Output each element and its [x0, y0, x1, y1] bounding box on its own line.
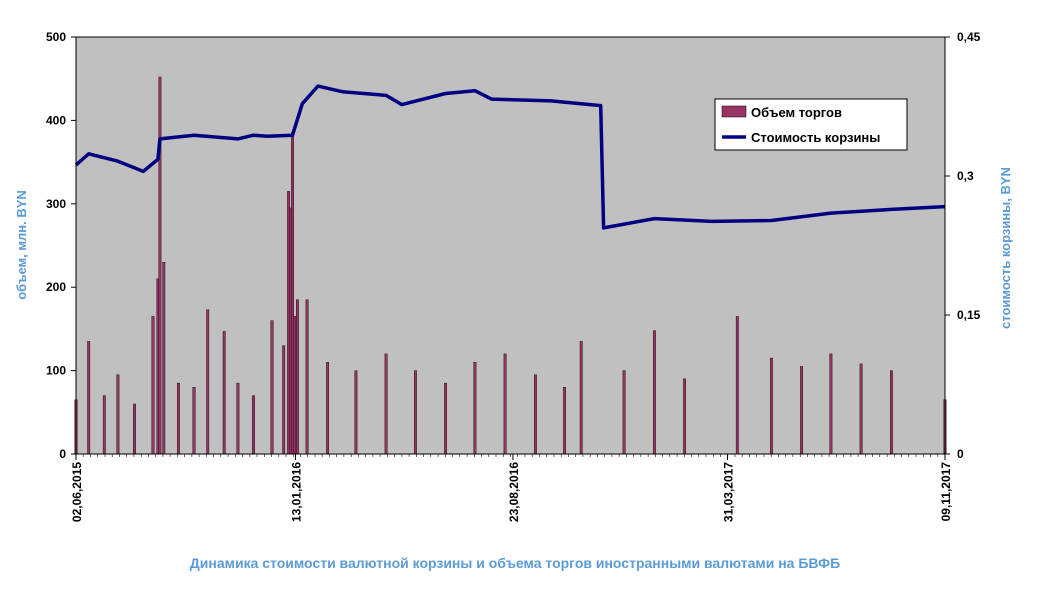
chart-caption: Динамика стоимости валютной корзины и об… — [190, 555, 840, 571]
volume-bar — [473, 362, 477, 455]
volume-bar — [270, 320, 274, 455]
volume-bar — [293, 316, 296, 455]
volume-bar — [414, 370, 417, 455]
volume-bar — [622, 370, 626, 455]
left-tick-label: 0 — [59, 447, 66, 461]
volume-bar — [222, 331, 226, 455]
volume-bar — [829, 353, 833, 455]
x-tick-label: 02,06,2015 — [70, 462, 84, 522]
volume-bar — [800, 366, 804, 455]
volume-bar — [252, 395, 255, 455]
volume-bar — [735, 316, 739, 455]
legend: Объем торгов Стоимость корзины — [714, 98, 908, 151]
volume-bar — [326, 362, 329, 455]
left-axis-title: объем, млн. BYN — [14, 190, 29, 300]
legend-label-basket: Стоимость корзины — [751, 130, 880, 145]
volume-bar — [683, 378, 687, 455]
left-tick-label: 500 — [46, 30, 66, 44]
legend-box — [714, 98, 908, 151]
x-tick-label: 09,11,2017 — [939, 462, 953, 522]
left-tick-label: 400 — [46, 113, 66, 127]
basket-line — [74, 84, 946, 230]
volume-bar — [133, 403, 136, 455]
volume-bar — [87, 341, 91, 455]
volume-bar — [890, 370, 893, 455]
volume-bar — [102, 395, 106, 455]
x-tick-label: 31,03,2017 — [722, 462, 736, 522]
volume-bar — [444, 382, 447, 455]
legend-bar-swatch — [721, 105, 747, 118]
right-axis-title: стоимость корзины, BYN — [998, 167, 1013, 329]
volume-bar — [859, 363, 863, 455]
volume-bar — [534, 374, 537, 455]
volume-bar — [354, 370, 358, 455]
volume-bar — [503, 353, 507, 455]
basket-line-layer — [74, 84, 946, 230]
volume-bar — [116, 374, 120, 455]
volume-bar — [579, 341, 583, 455]
right-tick-label: 0 — [957, 447, 964, 461]
volume-bar — [206, 309, 210, 455]
axes: 0 100 200 300 400 500 0 0,15 0,3 0,45 02,06,2015 13… — [46, 30, 981, 522]
volume-bar — [151, 316, 155, 455]
volume-bar — [296, 299, 299, 455]
volume-bar — [236, 382, 240, 455]
volume-bar — [563, 387, 567, 455]
volume-bar — [653, 330, 656, 455]
volume-bar — [282, 345, 286, 455]
right-tick-label: 0,45 — [957, 30, 981, 44]
left-tick-label: 300 — [46, 197, 66, 211]
volume-bar — [192, 387, 196, 455]
legend-label-volume: Объем торгов — [751, 105, 842, 120]
volume-bar — [162, 262, 166, 455]
volume-bar — [176, 382, 180, 455]
right-tick-label: 0,3 — [957, 169, 974, 183]
left-tick-label: 200 — [46, 280, 66, 294]
right-tick-label: 0,15 — [957, 308, 981, 322]
left-tick-label: 100 — [46, 364, 66, 378]
volume-bar — [158, 76, 162, 455]
volume-bar — [305, 299, 309, 455]
volume-bar — [384, 353, 388, 455]
volume-bar — [770, 357, 773, 455]
x-tick-label: 23,08,2016 — [507, 462, 521, 522]
x-tick-label: 13,01,2016 — [289, 462, 303, 522]
